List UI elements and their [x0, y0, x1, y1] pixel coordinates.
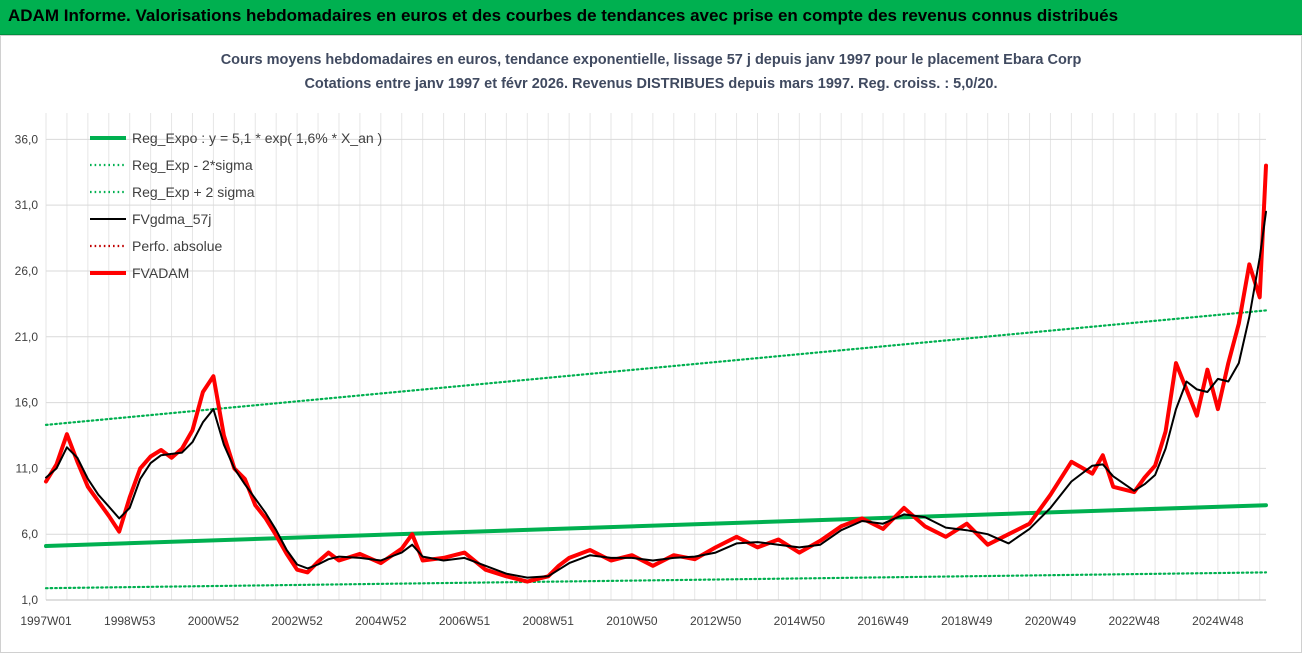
- series-line-reg-expo-y-5-1-exp-1-6-x-an: [44, 503, 1268, 548]
- x-tick-label: 2022W48: [1108, 614, 1160, 628]
- x-tick-label: 2024W48: [1192, 614, 1244, 628]
- series-line-fvgdma-57j: [45, 210, 1267, 579]
- x-tick-label: 2020W49: [1025, 614, 1077, 628]
- x-tick-label: 2002W52: [271, 614, 323, 628]
- x-tick-label: 2018W49: [941, 614, 993, 628]
- x-tick-label: 2004W52: [355, 614, 407, 628]
- y-tick-label: 16,0: [15, 396, 39, 410]
- legend-label: Reg_Expo : y = 5,1 * exp( 1,6% * X_an ): [132, 130, 382, 146]
- y-tick-label: 1,0: [21, 593, 38, 607]
- y-tick-label: 6,0: [21, 527, 38, 541]
- chart-title: Cours moyens hebdomadaires en euros, ten…: [220, 52, 1082, 68]
- chart-subtitle: Cotations entre janv 1997 et févr 2026. …: [304, 76, 998, 92]
- x-tick-label: 1997W01: [20, 614, 72, 628]
- legend-label: Reg_Exp - 2*sigma: [132, 157, 253, 173]
- y-tick-label: 26,0: [15, 264, 39, 278]
- series-line-reg-exp-2-sigma: [44, 309, 1268, 426]
- x-tick-label: 2012W50: [690, 614, 742, 628]
- y-tick-label: 31,0: [15, 198, 39, 212]
- x-tick-label: 2000W52: [188, 614, 240, 628]
- x-tick-label: 2014W50: [774, 614, 826, 628]
- x-tick-label: 1998W53: [104, 614, 156, 628]
- x-tick-label: 2008W51: [523, 614, 575, 628]
- y-tick-label: 11,0: [16, 461, 39, 475]
- x-tick-label: 2006W51: [439, 614, 491, 628]
- y-tick-label: 21,0: [15, 330, 39, 344]
- series-line-fvadam: [44, 163, 1268, 584]
- page-title: ADAM Informe. Valorisations hebdomadaire…: [8, 6, 1119, 25]
- legend-label: Perfo. absolue: [132, 238, 222, 254]
- legend-label: FVgdma_57j: [132, 211, 211, 227]
- y-tick-label: 36,0: [15, 132, 39, 146]
- x-tick-label: 2010W50: [606, 614, 658, 628]
- x-tick-label: 2016W49: [857, 614, 909, 628]
- legend-label: FVADAM: [132, 265, 189, 281]
- header-banner: ADAM Informe. Valorisations hebdomadaire…: [0, 0, 1302, 35]
- legend-label: Reg_Exp + 2 sigma: [132, 184, 255, 200]
- series-line-reg-exp-2-sigma: [44, 571, 1268, 590]
